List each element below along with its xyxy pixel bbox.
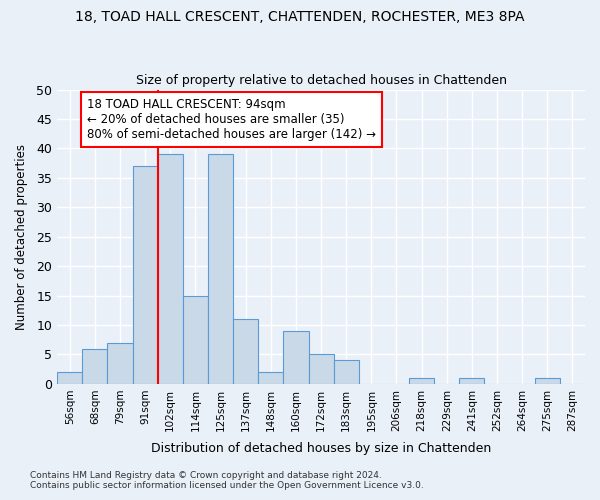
Title: Size of property relative to detached houses in Chattenden: Size of property relative to detached ho… <box>136 74 506 87</box>
Bar <box>283 331 308 384</box>
Bar <box>460 378 484 384</box>
Bar <box>183 296 208 384</box>
Bar <box>208 154 233 384</box>
Bar <box>133 166 158 384</box>
Bar <box>158 154 183 384</box>
Bar <box>57 372 82 384</box>
Y-axis label: Number of detached properties: Number of detached properties <box>15 144 28 330</box>
Text: Contains HM Land Registry data © Crown copyright and database right 2024.
Contai: Contains HM Land Registry data © Crown c… <box>30 470 424 490</box>
Bar <box>107 342 133 384</box>
Bar <box>233 319 258 384</box>
Bar <box>308 354 334 384</box>
Bar <box>535 378 560 384</box>
Bar <box>409 378 434 384</box>
X-axis label: Distribution of detached houses by size in Chattenden: Distribution of detached houses by size … <box>151 442 491 455</box>
Bar <box>334 360 359 384</box>
Bar <box>82 348 107 384</box>
Bar <box>258 372 283 384</box>
Text: 18 TOAD HALL CRESCENT: 94sqm
← 20% of detached houses are smaller (35)
80% of se: 18 TOAD HALL CRESCENT: 94sqm ← 20% of de… <box>88 98 376 142</box>
Text: 18, TOAD HALL CRESCENT, CHATTENDEN, ROCHESTER, ME3 8PA: 18, TOAD HALL CRESCENT, CHATTENDEN, ROCH… <box>75 10 525 24</box>
